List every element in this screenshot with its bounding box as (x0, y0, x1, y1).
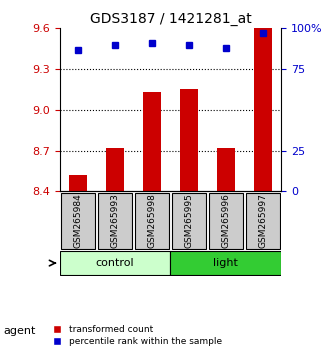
Text: light: light (213, 258, 238, 268)
FancyBboxPatch shape (98, 193, 132, 249)
FancyBboxPatch shape (170, 251, 281, 275)
Bar (254, 28, 272, 192)
Bar (180, 90, 198, 192)
Text: GSM265996: GSM265996 (221, 193, 230, 248)
FancyBboxPatch shape (60, 251, 170, 275)
FancyBboxPatch shape (246, 193, 279, 249)
Text: GSM265998: GSM265998 (148, 193, 157, 248)
FancyBboxPatch shape (172, 193, 206, 249)
Bar (69, 175, 87, 192)
FancyBboxPatch shape (135, 193, 168, 249)
Bar (143, 92, 161, 192)
Text: GSM265993: GSM265993 (111, 193, 119, 248)
Title: GDS3187 / 1421281_at: GDS3187 / 1421281_at (90, 12, 251, 26)
FancyBboxPatch shape (62, 193, 95, 249)
Legend: transformed count, percentile rank within the sample: transformed count, percentile rank withi… (44, 321, 225, 349)
Text: GSM265984: GSM265984 (73, 193, 82, 248)
Bar (106, 148, 124, 192)
Text: agent: agent (3, 326, 36, 336)
Text: control: control (96, 258, 134, 268)
Text: GSM265997: GSM265997 (259, 193, 267, 248)
Text: GSM265995: GSM265995 (184, 193, 193, 248)
FancyBboxPatch shape (209, 193, 243, 249)
Bar (217, 148, 235, 192)
